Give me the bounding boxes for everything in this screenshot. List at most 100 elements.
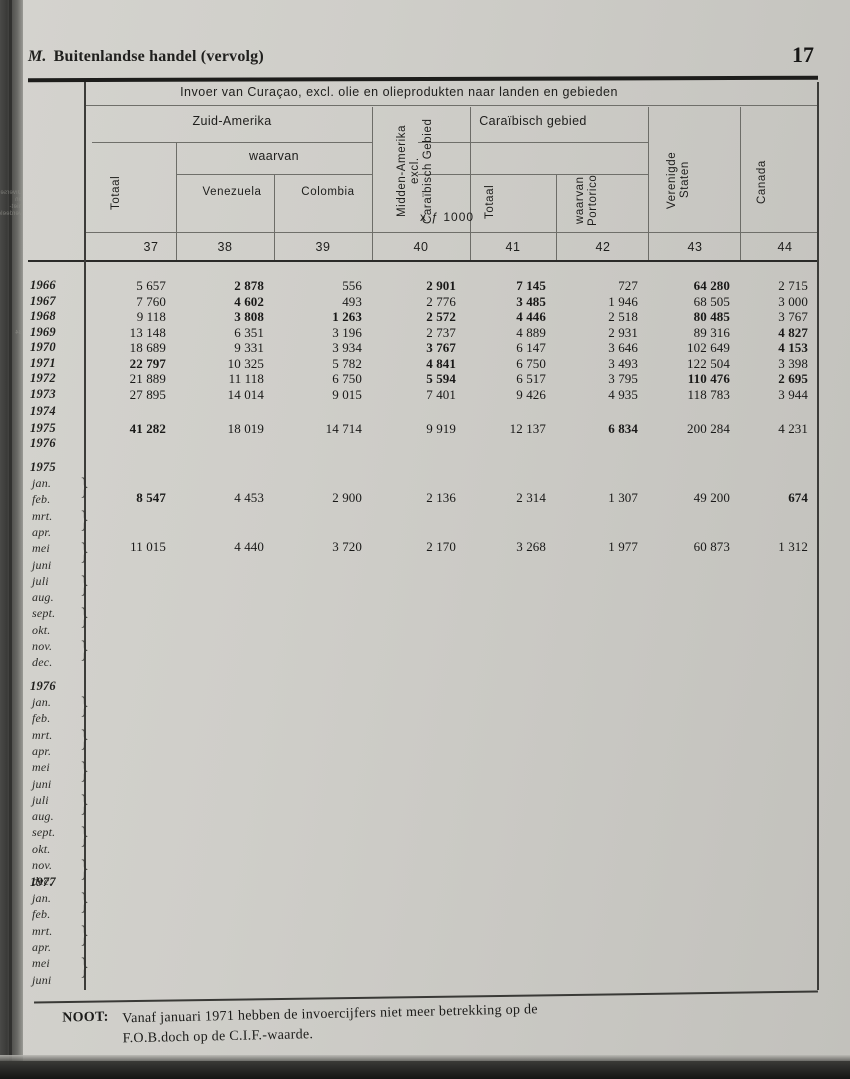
table-cell: 22 797 [129, 355, 166, 371]
table-right-border [817, 82, 819, 990]
row-label-year: 1972 [30, 371, 56, 385]
column-header-41: Totaal [484, 184, 496, 220]
table-cell: 89 316 [693, 324, 730, 340]
table-cell: 41 282 [129, 420, 166, 436]
row-label-month: jan. [32, 695, 52, 709]
table-cell: 3 795 [608, 371, 638, 386]
row-group-brace: } [80, 921, 90, 949]
table-cell: 2 776 [426, 293, 456, 309]
table-cell: 6 750 [516, 355, 546, 371]
row-group-brace: } [80, 572, 90, 599]
table-cell: 49 200 [693, 490, 730, 505]
table-cell: 727 [618, 278, 638, 293]
column-number-39: 39 [315, 240, 331, 254]
row-group-brace: } [80, 474, 90, 501]
table-cell: 3 398 [778, 355, 808, 371]
column-header-38: Venezuela [202, 186, 262, 198]
unit-label: x ƒ 1000 [420, 210, 475, 224]
table-cell: 118 783 [687, 386, 730, 402]
row-label-month: jan. [32, 891, 52, 905]
section-title: Buitenlandse handel (vervolg) [53, 48, 264, 65]
row-label-year: 1976 [30, 679, 56, 693]
row-label-year: 1966 [30, 278, 56, 292]
column-header-42: waarvan Portorico [574, 174, 599, 226]
col38-divider [274, 174, 275, 260]
table-cell: 4 440 [234, 538, 264, 554]
table-cell: 6 351 [234, 324, 264, 340]
row-group-brace: } [80, 506, 90, 534]
table-cell: 11 015 [130, 538, 166, 554]
row-group-brace: } [80, 693, 90, 720]
margin-bleed-number: 34 [14, 330, 22, 336]
table-cell: 27 895 [129, 386, 166, 402]
row-label-month: juni [32, 557, 52, 572]
table-cell: 6 517 [516, 371, 546, 386]
group-header-zuid-amerika: Zuid-Amerika [192, 114, 272, 128]
margin-bleed-text: Diverse en niet-verdeelde [0, 190, 22, 217]
table-cell: 3 808 [234, 309, 264, 324]
table-cell: 2 878 [234, 278, 264, 293]
column-number-37: 37 [143, 240, 159, 254]
table-cell: 1 307 [608, 490, 638, 505]
table-cell: 2 170 [426, 538, 456, 554]
table-cell: 14 014 [227, 386, 264, 402]
row-group-brace: } [80, 758, 90, 785]
table-cell: 18 689 [129, 340, 166, 355]
table-cell: 21 889 [129, 371, 166, 386]
table-cell: 60 873 [693, 538, 730, 554]
table-cell: 3 944 [778, 386, 808, 402]
table-cell: 2 901 [426, 278, 456, 293]
row-label-month: juni [32, 972, 52, 987]
table-cell: 5 594 [426, 371, 456, 386]
row-label-year: 1977 [30, 875, 56, 889]
column-header-44: Canada [756, 160, 768, 204]
table-cell: 2 518 [608, 309, 638, 324]
table-cell: 2 931 [608, 324, 638, 340]
row-label-month: mrt. [32, 508, 53, 523]
row-label-month: apr. [32, 939, 52, 954]
row-group-brace: } [80, 791, 90, 818]
row-group-brace: } [80, 725, 90, 753]
table-cell: 2 695 [778, 371, 808, 386]
table-cell: 4 935 [608, 386, 638, 402]
column-number-38: 38 [217, 240, 233, 254]
table-cell: 1 977 [608, 538, 638, 554]
column-number-42: 42 [595, 240, 611, 254]
row-label-month: okt. [32, 622, 51, 637]
row-label-month: feb. [32, 711, 51, 726]
table-cell: 3 268 [516, 538, 546, 554]
table-cell: 3 485 [516, 293, 546, 309]
table-cell: 2 136 [426, 490, 456, 505]
table-cell: 3 934 [332, 340, 362, 355]
table-cell: 122 504 [687, 355, 730, 371]
row-label-month: apr. [32, 743, 52, 758]
column-header-43: Verenigde Staten [666, 151, 691, 209]
row-label-month: juni [32, 776, 52, 791]
table-cell: 674 [788, 490, 808, 505]
row-label-year: 1971 [30, 355, 56, 370]
page-number: 17 [792, 42, 814, 67]
row-label-month: aug. [32, 809, 54, 824]
table-cell: 11 118 [228, 371, 264, 386]
table-cell: 4 231 [778, 420, 808, 436]
table-cell: 64 280 [693, 278, 730, 293]
row-label-month: juli [32, 792, 49, 807]
row-label-month: jan. [32, 476, 52, 490]
caraibisch-sub-underline [418, 174, 648, 175]
column-number-40: 40 [413, 240, 429, 254]
row-label-month: sept. [32, 606, 56, 621]
page-header: M. Buitenlandse handel (vervolg) 17 [28, 42, 818, 78]
column-header-37: Totaal [110, 175, 122, 211]
col37-divider [176, 142, 177, 260]
column-number-43: 43 [687, 240, 703, 254]
table-cell: 2 715 [778, 278, 808, 293]
colnum-top-rule [84, 232, 818, 233]
table-cell: 4 153 [778, 340, 808, 355]
row-label-month: juli [32, 573, 49, 588]
table-caption: Invoer van Curaçao, excl. olie en oliepr… [180, 85, 618, 99]
table-cell: 3 493 [608, 355, 638, 371]
table-cell: 12 137 [509, 420, 546, 436]
table-cell: 8 547 [136, 490, 166, 505]
group-header-waarvan: waarvan [248, 149, 300, 163]
